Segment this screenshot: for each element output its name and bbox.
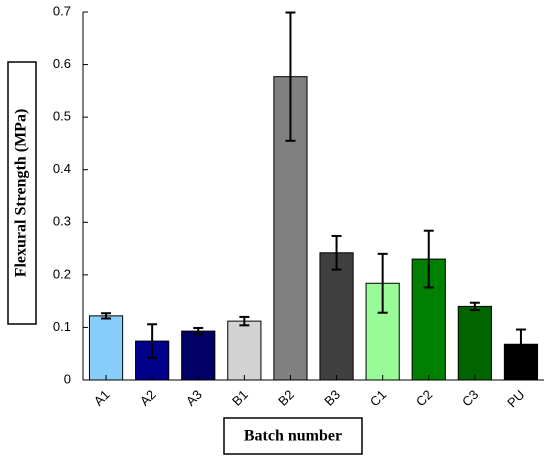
x-tick-label: A2 (137, 387, 159, 409)
bar-b1 (227, 320, 262, 381)
y-axis-title: Flexural Strength (MPa) (7, 61, 37, 325)
bar-c3 (457, 305, 492, 381)
bar-a1 (88, 315, 124, 381)
x-tick-label: C2 (413, 387, 435, 409)
plot-area: 0 0.1 0.2 0.3 0.4 0.5 0.6 0.7 A1 A2 A3 B1 B2 B3 C1 C2 C3… (53, 3, 544, 410)
y-tick-label: 0.7 (53, 3, 71, 18)
bar-b3 (319, 252, 354, 381)
x-axis-label: Batch number (244, 428, 342, 445)
y-axis-title-box (7, 61, 37, 325)
x-tick-label: C1 (367, 387, 389, 409)
x-tick-label: B3 (321, 387, 343, 409)
y-tick-label: 0.6 (53, 56, 71, 71)
x-tick-label: A1 (91, 387, 113, 409)
x-tick-label: A3 (183, 387, 205, 409)
y-tick-label: 0.1 (53, 319, 71, 334)
x-tick-label: B1 (229, 387, 251, 409)
y-tick-label: 0.5 (53, 109, 71, 124)
y-axis-label: Flexural Strength (MPa) (13, 109, 30, 278)
y-tick-label: 0 (64, 371, 71, 386)
x-tick-label: C3 (459, 387, 481, 409)
bar-a3 (181, 330, 216, 381)
y-tick-label: 0.2 (53, 266, 71, 281)
x-axis-title: Batch number (223, 417, 363, 455)
x-tick-label: B2 (275, 387, 297, 409)
y-tick-label: 0.4 (53, 161, 71, 176)
x-axis-title-box (223, 417, 363, 455)
x-tick-label: PU (504, 387, 527, 410)
y-tick-label: 0.3 (53, 214, 71, 229)
